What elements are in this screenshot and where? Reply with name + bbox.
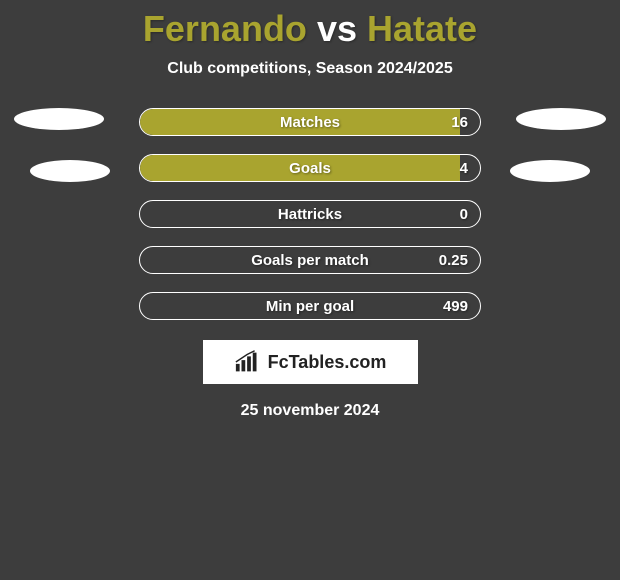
logo-text: FcTables.com [268, 352, 387, 373]
logo-chart-icon [234, 350, 264, 374]
decor-ellipse-left-2 [30, 160, 110, 182]
stat-bar-value: 0.25 [439, 247, 468, 274]
subtitle: Club competitions, Season 2024/2025 [0, 60, 620, 78]
stat-bar-label: Matches [140, 109, 480, 136]
stat-bar-value: 16 [451, 109, 468, 136]
stat-bar-value: 499 [443, 293, 468, 320]
stat-bar-label: Goals per match [140, 247, 480, 274]
stat-bar: Hattricks0 [139, 200, 481, 228]
stat-bar: Matches16 [139, 108, 481, 136]
vs-text: vs [317, 8, 357, 49]
stat-bar-value: 0 [460, 201, 468, 228]
player2-name: Hatate [367, 8, 477, 49]
stat-bar-label: Hattricks [140, 201, 480, 228]
stat-bar-label: Goals [140, 155, 480, 182]
date-text: 25 november 2024 [0, 402, 620, 420]
decor-ellipse-left-1 [14, 108, 104, 130]
stat-bar: Min per goal499 [139, 292, 481, 320]
logo-box: FcTables.com [203, 340, 418, 384]
player1-name: Fernando [143, 8, 307, 49]
decor-ellipse-right-2 [510, 160, 590, 182]
stat-bar-value: 4 [460, 155, 468, 182]
decor-ellipse-right-1 [516, 108, 606, 130]
bars-container: Matches16 Goals4 Hattricks0 Goals per match… [139, 108, 481, 320]
stat-bar: Goals4 [139, 154, 481, 182]
page-title: Fernando vs Hatate [0, 0, 620, 50]
content-area: Matches16 Goals4 Hattricks0 Goals per match… [0, 108, 620, 420]
stat-bar: Goals per match0.25 [139, 246, 481, 274]
stat-bar-label: Min per goal [140, 293, 480, 320]
